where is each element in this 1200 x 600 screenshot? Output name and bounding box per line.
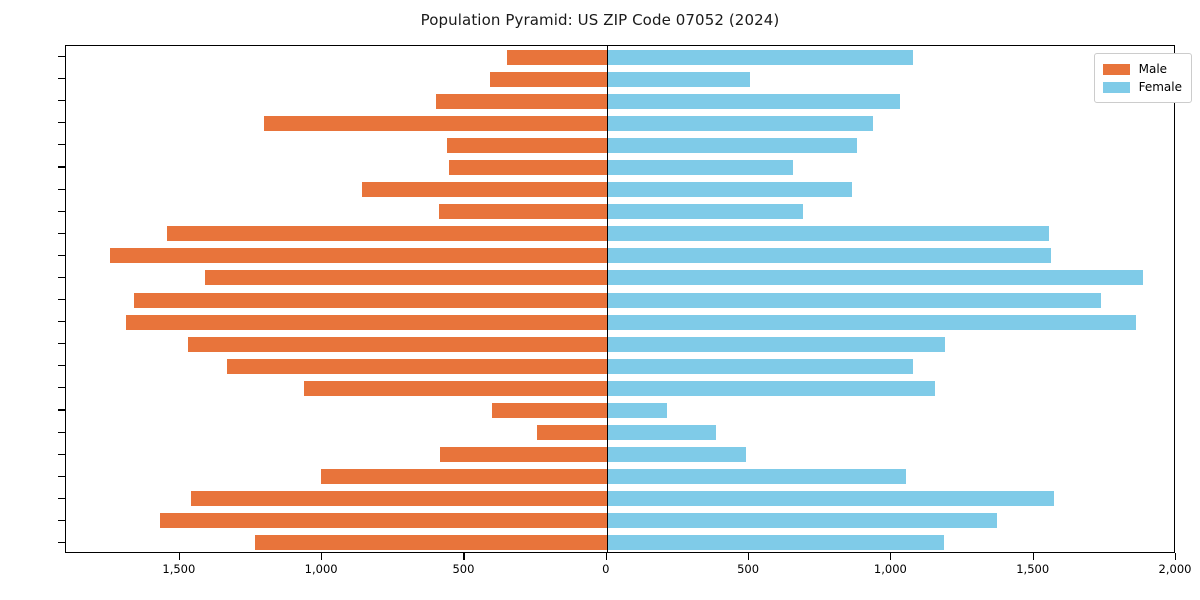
y-tick-mark	[58, 387, 65, 389]
y-tick-mark	[58, 166, 65, 168]
plot-area	[65, 45, 1175, 553]
bar-female-62-64	[606, 182, 852, 198]
bar-female-45-49	[606, 270, 1144, 286]
x-tick-label: 1,000	[304, 562, 338, 576]
x-tick-label: 2,000	[1158, 562, 1192, 576]
x-tick-label: 1,500	[1016, 562, 1050, 576]
y-tick-mark	[58, 453, 65, 455]
x-tick-mark	[890, 553, 892, 560]
bar-male-22-24	[303, 380, 607, 396]
bar-female-21	[606, 402, 667, 418]
bar-female-30-34	[606, 336, 946, 352]
y-tick-mark	[58, 431, 65, 433]
bar-female-20	[606, 425, 717, 441]
y-tick-mark	[58, 365, 65, 367]
bar-female-85-	[606, 49, 913, 65]
bar-male-70-74	[263, 115, 607, 131]
bar-female-80-84	[606, 71, 751, 87]
y-tick-mark	[58, 188, 65, 190]
zero-axis-line	[606, 46, 608, 552]
y-tick-mark	[58, 100, 65, 102]
bar-female-10-14	[606, 491, 1054, 507]
bar-female-75-79	[606, 93, 900, 109]
legend-item-female[interactable]: Female	[1102, 78, 1182, 96]
y-tick-mark	[58, 276, 65, 278]
bar-female-65-66	[606, 159, 794, 175]
legend-swatch-male	[1102, 63, 1130, 75]
x-tick-label: 500	[737, 562, 760, 576]
x-tick-mark	[463, 553, 465, 560]
legend-label: Female	[1138, 80, 1182, 94]
zero-axis-layer	[66, 46, 1174, 552]
bar-male-10-14	[191, 491, 607, 507]
bar-male-62-64	[362, 182, 607, 198]
x-tick-mark	[321, 553, 323, 560]
x-tick-mark	[1175, 553, 1177, 560]
bar-female-15-17	[606, 469, 906, 485]
bar-female-5-9	[606, 513, 997, 529]
bar-male-67-69	[447, 137, 607, 153]
legend-swatch-female	[1102, 81, 1130, 93]
y-tick-mark	[58, 56, 65, 58]
bar-female-under-5	[606, 535, 945, 551]
bar-male-35-39	[125, 314, 607, 330]
x-tick-mark	[178, 553, 180, 560]
bars-layer	[66, 46, 1174, 552]
y-tick-mark	[58, 343, 65, 345]
y-tick-mark	[58, 409, 65, 411]
bar-male-60-61	[438, 204, 607, 220]
legend-label: Male	[1138, 62, 1168, 76]
x-tick-label: 500	[452, 562, 475, 576]
bar-male-21	[491, 402, 607, 418]
y-tick-mark	[58, 78, 65, 80]
bar-male-45-49	[205, 270, 607, 286]
bar-female-25-29	[606, 358, 913, 374]
bar-female-50-54	[606, 248, 1051, 264]
y-tick-mark	[58, 122, 65, 124]
bar-female-18-19	[606, 447, 747, 463]
x-tick-mark	[748, 553, 750, 560]
x-tick-mark	[605, 553, 607, 560]
y-tick-mark	[58, 541, 65, 544]
bar-male-50-54	[110, 248, 607, 264]
bar-male-15-17	[320, 469, 607, 485]
y-tick-mark	[58, 321, 65, 323]
y-tick-mark	[58, 144, 65, 146]
y-tick-mark	[58, 519, 65, 521]
bar-male-80-84	[490, 71, 607, 87]
bar-female-67-69	[606, 137, 858, 153]
legend-item-male[interactable]: Male	[1102, 60, 1182, 78]
bar-male-20	[537, 425, 607, 441]
bar-male-75-79	[436, 93, 607, 109]
bar-female-70-74	[606, 115, 873, 131]
x-tick-label: 1,500	[162, 562, 196, 576]
y-tick-mark	[58, 497, 65, 499]
bar-male-85-	[507, 49, 607, 65]
bar-male-under-5	[255, 535, 607, 551]
bar-female-22-24	[606, 380, 936, 396]
bar-male-5-9	[159, 513, 607, 529]
bar-male-25-29	[226, 358, 607, 374]
bar-female-55-59	[606, 226, 1050, 242]
x-tick-label: 0	[602, 562, 610, 576]
bar-female-60-61	[606, 204, 804, 220]
y-tick-mark	[58, 254, 65, 256]
bar-female-35-39	[606, 314, 1137, 330]
bar-male-40-44	[134, 292, 607, 308]
y-tick-mark	[58, 232, 65, 234]
chart-title: Population Pyramid: US ZIP Code 07052 (2…	[420, 11, 780, 29]
bar-male-65-66	[448, 159, 607, 175]
bar-male-18-19	[440, 447, 607, 463]
chart-legend: Male Female	[1093, 53, 1192, 103]
x-tick-label: 1,000	[873, 562, 907, 576]
bar-male-55-59	[167, 226, 607, 242]
bar-female-40-44	[606, 292, 1101, 308]
x-tick-mark	[1032, 553, 1034, 560]
y-tick-mark	[58, 475, 65, 477]
y-tick-mark	[58, 299, 65, 301]
bar-male-30-34	[188, 336, 607, 352]
y-tick-mark	[58, 210, 65, 212]
